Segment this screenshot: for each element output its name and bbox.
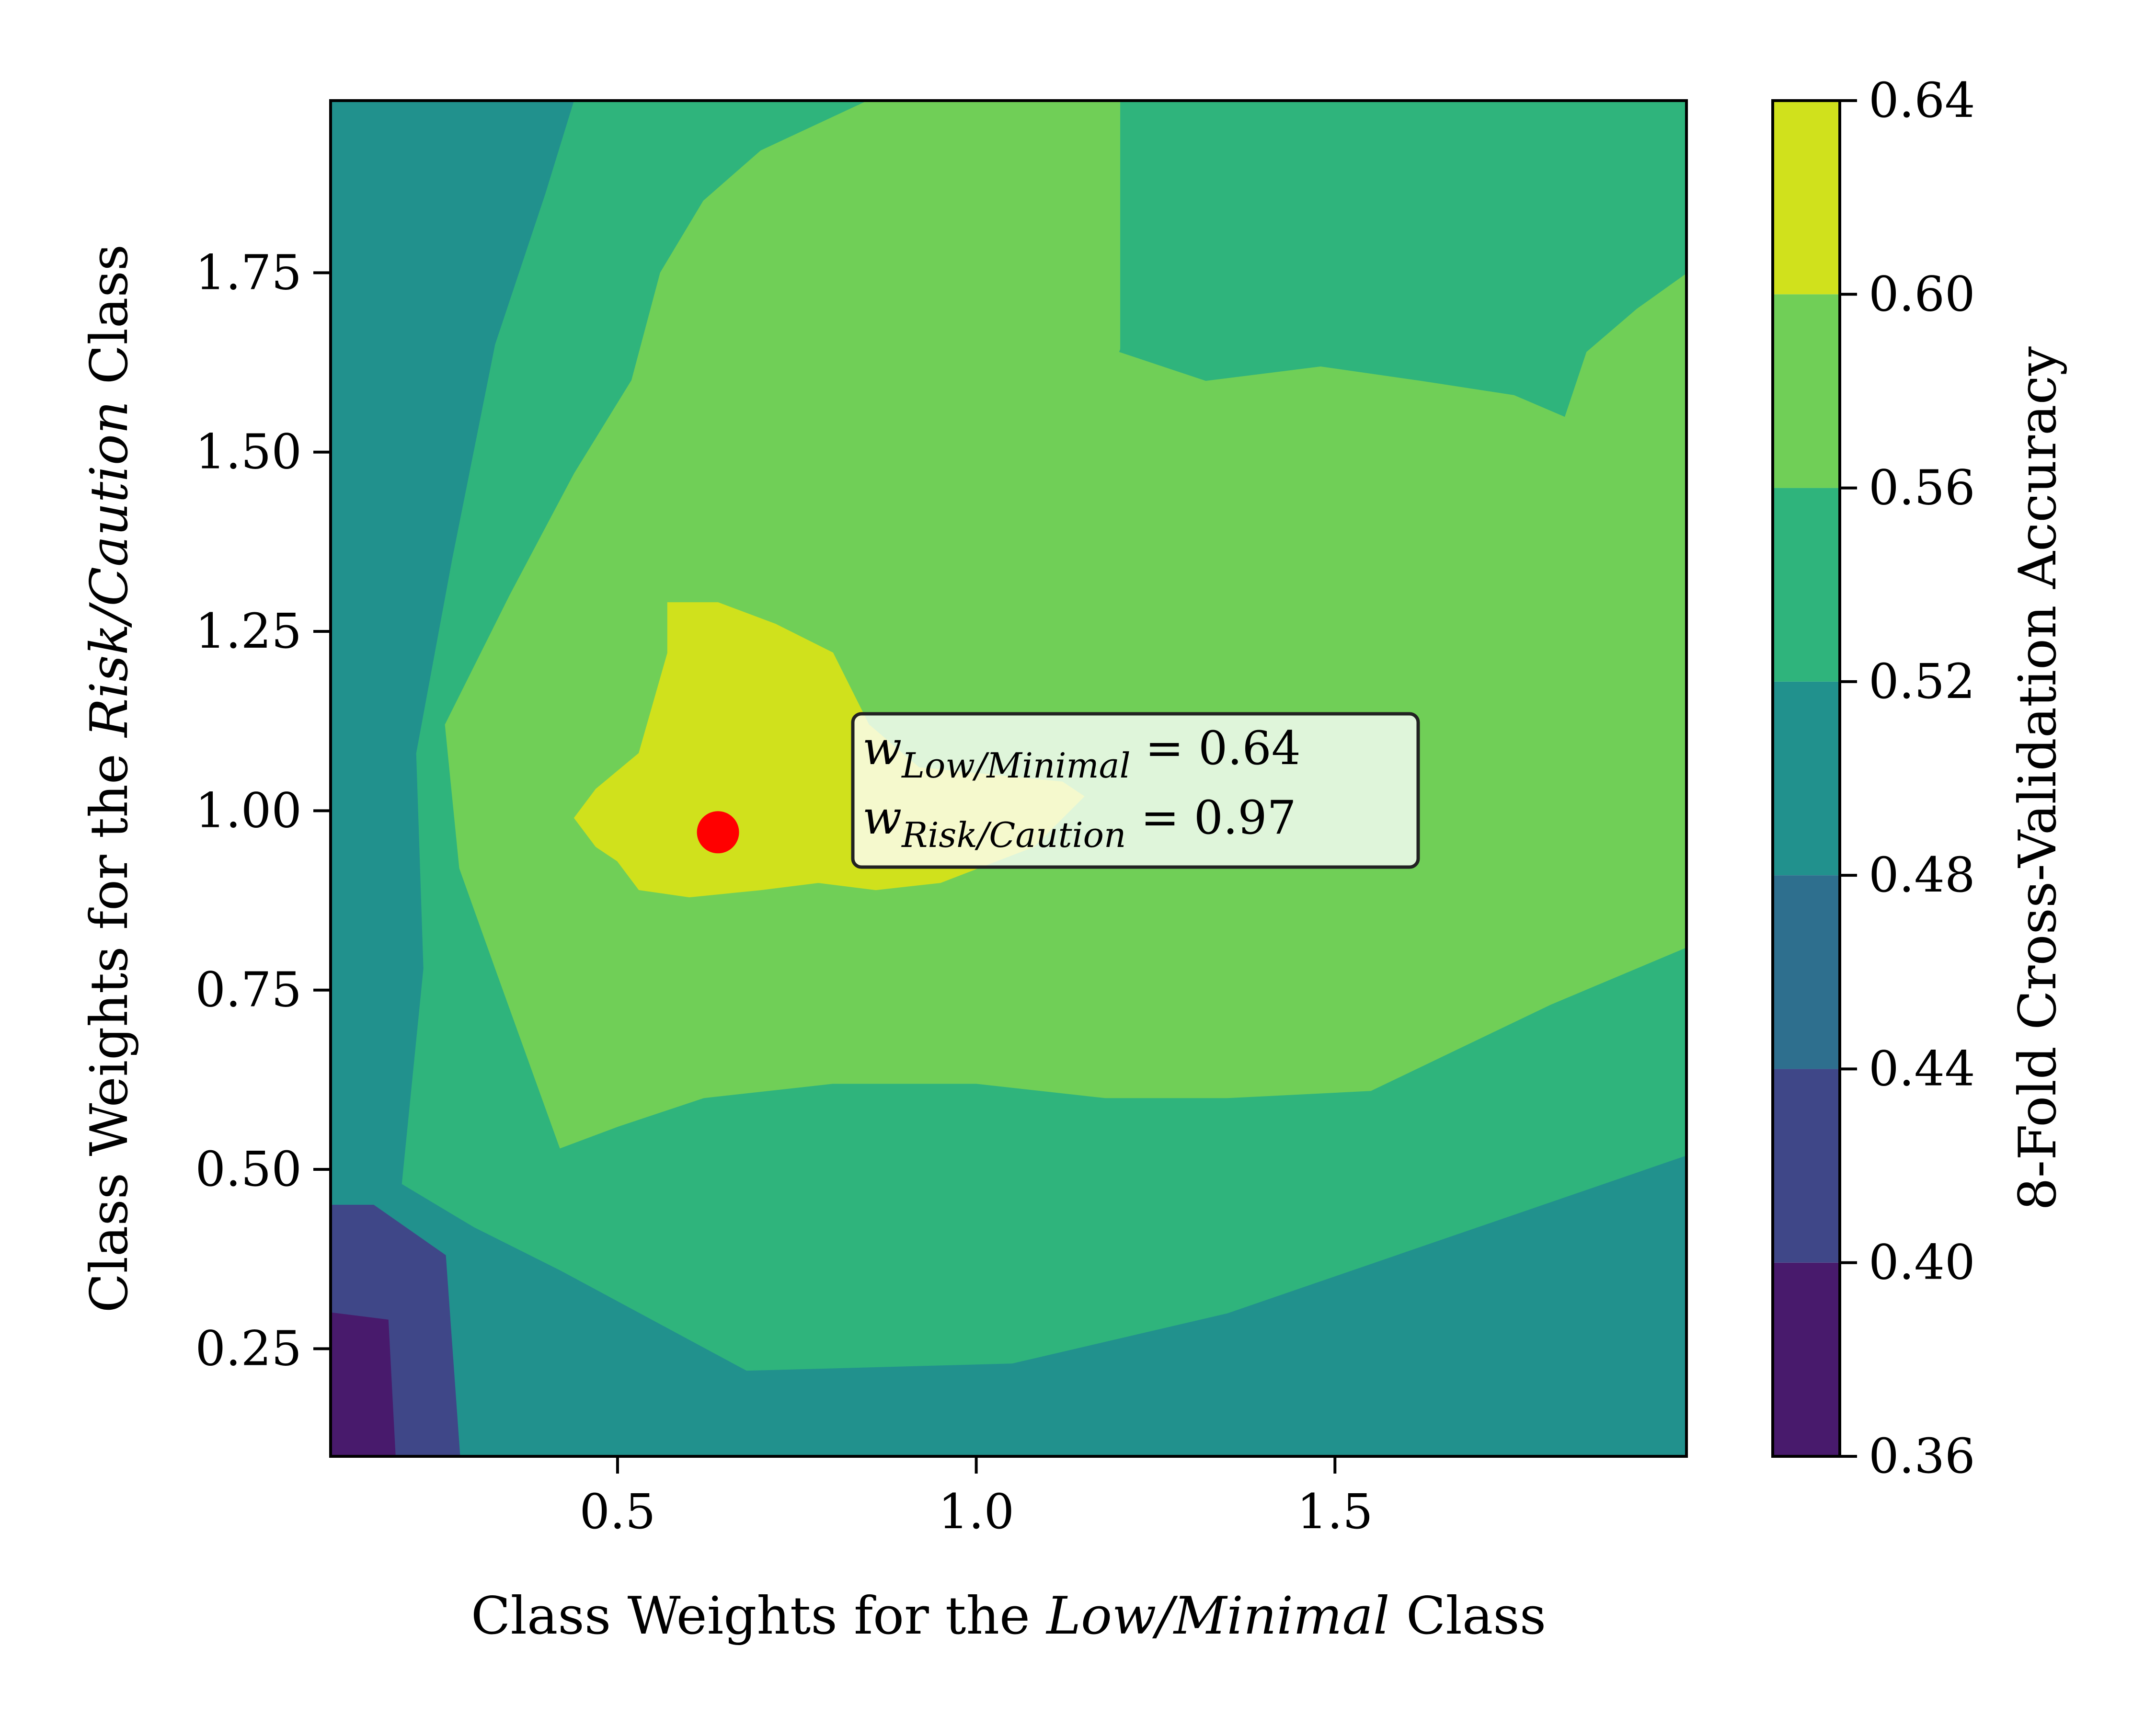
y-axis-ticks: 0.25 0.50 0.75 1.00 1.25 1.50 1.75 (195, 244, 331, 1376)
x-axis-label: Class Weights for the Low/Minimal Class (471, 1586, 1546, 1646)
y-tick-label-3: 1.00 (195, 782, 302, 838)
annotation-line-risk-caution: wRisk/Caution = 0.97 (862, 791, 1296, 855)
colorbar-band-4 (1773, 488, 1840, 682)
y-tick-label-6: 1.75 (195, 244, 302, 300)
colorbar-frame (1771, 99, 1841, 1458)
colorbar-band-1 (1773, 1069, 1840, 1263)
colorbar-tick-label-2: 0.44 (1869, 1041, 1975, 1097)
x-axis-label-prefix: Class Weights for the (471, 1586, 1046, 1646)
x-tick-label-1: 1.0 (938, 1484, 1014, 1540)
annotation-var-1: w (862, 721, 902, 775)
x-axis-ticks: 0.5 1.0 1.5 (579, 1456, 1373, 1540)
annotation-sub-2: Risk/Caution (901, 815, 1126, 855)
colorbar-tick-label-3: 0.48 (1869, 847, 1975, 903)
colorbar-band-3 (1773, 681, 1840, 876)
colorbar-band-5 (1773, 294, 1840, 488)
x-tick-label-2: 1.5 (1297, 1484, 1373, 1540)
x-tick-label-0: 0.5 (579, 1484, 655, 1540)
annotation-sub-1: Low/Minimal (901, 745, 1130, 786)
y-axis-label-suffix: Class (80, 244, 139, 401)
y-axis-label-prefix: Class Weights for the (80, 737, 139, 1313)
colorbar-tick-label-4: 0.52 (1869, 653, 1975, 709)
contour-layer (331, 101, 1686, 1456)
contour-region-4 (1119, 101, 1686, 417)
annotation-line-low-minimal: wLow/Minimal = 0.64 (862, 721, 1301, 786)
y-tick-label-0: 0.25 (195, 1320, 302, 1376)
y-tick-label-1: 0.50 (195, 1141, 302, 1197)
colorbar-tick-label-1: 0.40 (1869, 1235, 1975, 1291)
colorbar: 0.36 0.40 0.44 0.48 0.52 0.56 0.60 0.64 8-Fold … (1771, 72, 2068, 1484)
colorbar-band-6 (1773, 101, 1840, 295)
plot-frame (329, 99, 1688, 1458)
annotation-value-2: = 0.97 (1126, 791, 1296, 845)
colorbar-tick-label-7: 0.64 (1869, 72, 1975, 128)
colorbar-bands (1773, 101, 1840, 1456)
annotation-box: wLow/Minimal = 0.64 wRisk/Caution = 0.97 (851, 712, 1420, 869)
colorbar-tick-label-0: 0.36 (1869, 1428, 1975, 1484)
colorbar-tick-label-6: 0.60 (1869, 266, 1975, 322)
contour-region-1 (331, 1312, 396, 1456)
x-axis-label-suffix: Class (1389, 1586, 1546, 1646)
y-tick-label-4: 1.25 (195, 603, 302, 659)
colorbar-label: 8-Fold Cross-Validation Accuracy (2008, 346, 2068, 1211)
colorbar-band-0 (1773, 1262, 1840, 1456)
annotation-background (851, 712, 1420, 869)
colorbar-band-2 (1773, 875, 1840, 1069)
annotation-value-1: = 0.64 (1131, 721, 1301, 775)
best-point-marker (697, 811, 739, 854)
y-axis-label-emphasis: Risk/Caution (80, 401, 139, 738)
y-tick-label-5: 1.50 (195, 424, 302, 480)
x-axis-label-emphasis: Low/Minimal (1045, 1586, 1389, 1646)
colorbar-tick-label-5: 0.56 (1869, 460, 1975, 516)
colorbar-ticks: 0.36 0.40 0.44 0.48 0.52 0.56 0.60 0.64 (1840, 72, 1975, 1484)
annotation-var-2: w (862, 791, 902, 845)
y-tick-label-2: 0.75 (195, 962, 302, 1018)
y-axis-label: Class Weights for the Risk/Caution Class (80, 244, 139, 1313)
plot-area (331, 101, 1686, 1456)
